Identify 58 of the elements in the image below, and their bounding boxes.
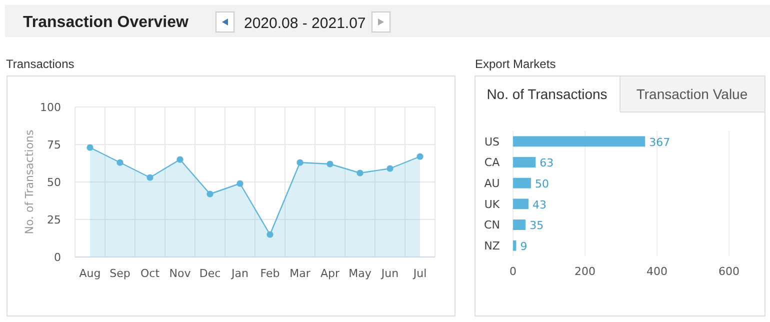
y-tick-label: US [484, 135, 500, 148]
text: Transaction Overview [23, 14, 189, 31]
x-tick-label: Dec [199, 267, 221, 280]
y-tick-label: UK [484, 198, 500, 211]
text: No. of Transactions [486, 86, 608, 102]
bar [513, 220, 526, 230]
x-tick-label: Oct [140, 267, 160, 280]
data-label: 367 [649, 136, 670, 149]
data-label: 43 [532, 198, 546, 212]
x-tick-label: Feb [260, 267, 280, 280]
point [116, 159, 124, 166]
x-tick-label: Sep [110, 267, 130, 280]
text: 2020.08 - 2021.07 [244, 15, 366, 32]
y-tick-label: AU [484, 176, 500, 190]
bar [513, 136, 646, 147]
point [236, 180, 244, 187]
data-label: 50 [535, 177, 549, 190]
x-tick-label: Jan [230, 267, 248, 280]
data-label: 35 [530, 219, 544, 232]
point [176, 156, 184, 163]
x-tick-label: Jul [412, 267, 427, 280]
point [146, 174, 154, 181]
chart-title: Export Markets [475, 57, 556, 71]
y-tick-label: 75 [47, 138, 61, 152]
x-tick-label: 600 [718, 265, 740, 278]
x-tick-label: 400 [646, 265, 668, 278]
x-tick-label: Jun [380, 267, 399, 280]
y-tick-label: 50 [47, 176, 61, 189]
x-tick-label: 200 [574, 265, 596, 278]
point [416, 153, 424, 160]
point [326, 160, 334, 168]
point [266, 231, 274, 238]
bar [513, 178, 531, 188]
x-tick-label: 0 [510, 265, 516, 278]
point [296, 159, 304, 166]
x-tick-label: Nov [169, 267, 192, 280]
data-label: 9 [520, 240, 528, 253]
y-tick-label: 0 [54, 250, 61, 264]
y-axis-title: No. of Transactions [23, 129, 36, 234]
x-tick-label: Apr [320, 267, 340, 280]
y-tick-label: CA [484, 156, 500, 170]
bar [513, 240, 516, 251]
y-tick-label: NZ [484, 239, 500, 252]
y-tick-label: 100 [40, 100, 61, 114]
text: Transaction Value [636, 86, 748, 102]
point [386, 165, 394, 172]
x-tick-label: Mar [290, 267, 311, 280]
y-tick-label: CN [484, 218, 500, 232]
point [86, 144, 94, 151]
bar [513, 198, 528, 210]
point [356, 170, 364, 176]
x-tick-label: Aug [79, 267, 101, 280]
point [206, 190, 214, 198]
x-tick-label: May [348, 267, 372, 280]
data-label: 63 [540, 156, 554, 170]
y-tick-label: 25 [47, 213, 61, 226]
chart-title: Transactions [6, 57, 74, 71]
bar [513, 157, 536, 168]
